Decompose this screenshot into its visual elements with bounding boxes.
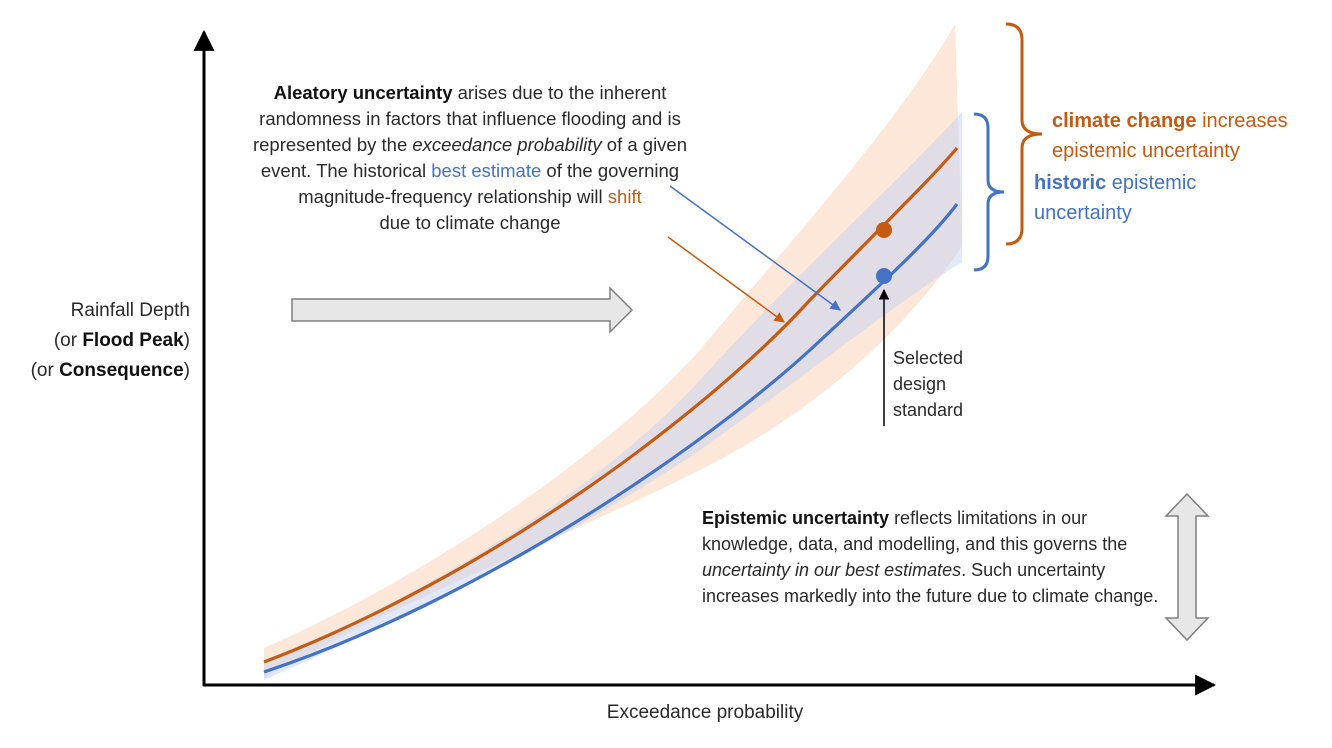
aleatory-bold: Aleatory uncertainty <box>273 82 453 103</box>
climate-change-bracket <box>1005 22 1043 246</box>
hist-bold: historic <box>1034 172 1107 194</box>
y-label-line2-bold: Flood Peak <box>82 330 184 351</box>
climate-change-curve <box>263 146 959 664</box>
epistemic-text-1: reflects limitations in our knowledge, d… <box>702 508 1128 554</box>
aleatory-text-2: of a given event. The historical <box>260 134 688 181</box>
best-estimate-term: best estimate <box>431 160 542 181</box>
x-axis-label: Exceedance probability <box>606 702 804 723</box>
epistemic-italic: uncertainty in our best estimates <box>702 560 962 580</box>
cc-line2: epistemic uncertainty <box>1052 140 1240 162</box>
aleatory-text-3: of the governing magnitude-frequency rel… <box>298 160 680 207</box>
y-label-line3-pre: (or <box>30 360 60 381</box>
epistemic-bold: Epistemic uncertainty <box>702 508 890 528</box>
historic-uncertainty-label: historic epistemic uncertainty <box>1034 168 1294 228</box>
y-label-line2-pre: (or <box>53 330 83 351</box>
shift-block-arrow <box>291 286 634 334</box>
design-line1: Selected <box>893 348 964 368</box>
epistemic-double-arrow <box>1164 492 1210 642</box>
y-label-line3-bold: Consequence <box>59 360 184 381</box>
shift-pointer <box>667 236 785 323</box>
design-standard-label: Selected design standard <box>893 345 1013 423</box>
aleatory-uncertainty-note: Aleatory uncertainty arises due to the i… <box>230 80 710 236</box>
shift-term: shift <box>607 186 642 207</box>
cc-bold: climate change <box>1052 110 1197 132</box>
y-axis-label: Rainfall Depth (or Flood Peak) (or Conse… <box>0 296 190 386</box>
aleatory-text-1: arises due to the inherent randomness in… <box>252 82 681 155</box>
y-label-line1: Rainfall Depth <box>70 300 190 321</box>
aleatory-text-4: due to climate change <box>379 212 561 233</box>
design-line2: design <box>893 374 947 394</box>
climate-design-point <box>876 222 892 238</box>
best-estimate-pointer <box>669 185 841 311</box>
historic-bracket <box>973 112 1005 272</box>
design-line3: standard <box>893 400 964 420</box>
y-label-line3-post: ) <box>183 360 190 381</box>
historic-design-point <box>876 268 892 284</box>
historic-best-estimate-curve <box>263 203 959 674</box>
epistemic-uncertainty-note: Epistemic uncertainty reflects limitatio… <box>702 505 1172 609</box>
aleatory-italic: exceedance probability <box>412 134 602 155</box>
hist-line2: uncertainty <box>1034 202 1132 224</box>
y-label-line2-post: ) <box>183 330 190 351</box>
epistemic-text-2: . Such uncertainty increases markedly in… <box>702 560 1159 606</box>
cc-text-1: increases <box>1196 110 1288 132</box>
hist-text-1: epistemic <box>1106 172 1197 194</box>
climate-change-uncertainty-label: climate change increases epistemic uncer… <box>1052 106 1332 166</box>
